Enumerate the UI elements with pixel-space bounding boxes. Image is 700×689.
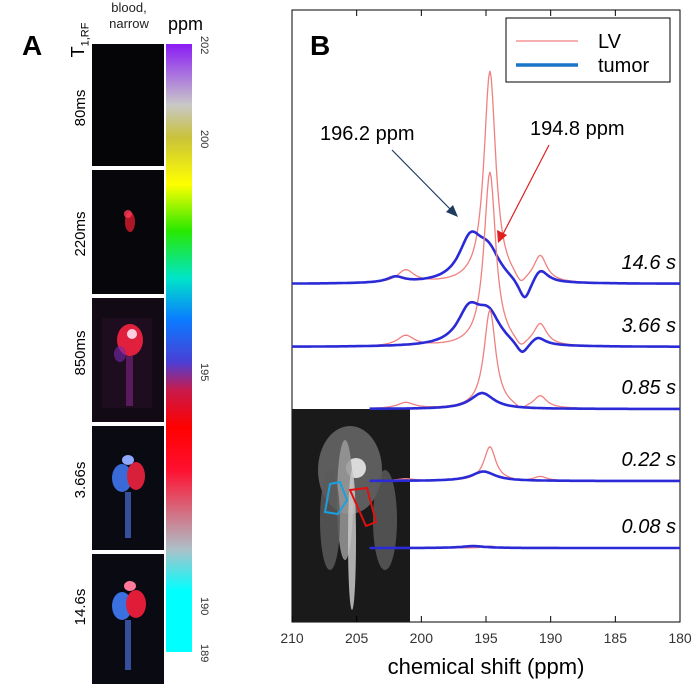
mri-tile-3-66s-image xyxy=(92,426,164,550)
trace-label-4: 0.08 s xyxy=(622,516,676,538)
panel-b-letter: B xyxy=(310,30,331,61)
mri-tile-80ms-image xyxy=(92,44,164,166)
tumor-trace-0 xyxy=(292,230,681,299)
annotation-194-8-ppm: 194.8 ppm xyxy=(530,118,625,140)
trace-label-0: 14.6 s xyxy=(622,252,676,274)
x-tick-label-190: 190 xyxy=(539,630,563,646)
x-tick-label-205: 205 xyxy=(345,630,369,646)
mri-tile-80ms xyxy=(92,44,164,166)
x-tick-label-210: 210 xyxy=(280,630,304,646)
plot-layer: 14.6 s 3.66 s 0.85 s 0.22 s 0.08 s 210 205 200 1… xyxy=(280,9,692,679)
legend-label-tumor: tumor xyxy=(598,55,649,77)
colorbar xyxy=(166,44,192,652)
arrow-196-2-head xyxy=(446,205,458,217)
legend-label-lv: LV xyxy=(598,31,622,53)
arrow-196-2-line xyxy=(391,149,453,212)
mri-tile-220ms xyxy=(92,170,164,294)
trace-label-2: 0.85 s xyxy=(622,377,676,399)
trace-label-3: 0.22 s xyxy=(622,449,676,471)
arrow-194-8-head xyxy=(497,230,507,243)
legend-box xyxy=(505,17,671,83)
panel-a-letter: A xyxy=(22,30,43,61)
colorbar-gradient xyxy=(166,44,192,652)
inset-mri-image xyxy=(292,409,410,622)
x-tick-label-195: 195 xyxy=(474,630,498,646)
mri-tile-3-66s xyxy=(92,426,164,550)
x-tick-label-180: 180 xyxy=(668,630,692,646)
annotation-196-2-ppm: 196.2 ppm xyxy=(320,123,415,145)
tumor-trace-3 xyxy=(369,470,681,483)
lv-roi xyxy=(348,486,378,528)
mri-tile-14-6s xyxy=(92,554,164,684)
mri-tile-14-6s-image xyxy=(92,554,164,684)
tumor-trace-2 xyxy=(369,391,680,411)
tumor-trace-4 xyxy=(369,544,680,550)
mri-tile-850ms xyxy=(92,298,164,422)
header-line-2: narrow xyxy=(109,16,149,31)
tumor-trace-1 xyxy=(292,300,680,354)
mri-tile-850ms-image xyxy=(92,298,164,422)
blood-narrow-header: blood, narrow xyxy=(96,0,162,32)
tumor-roi xyxy=(323,480,349,516)
x-tick-label-185: 185 xyxy=(604,630,628,646)
x-tick-label-200: 200 xyxy=(410,630,434,646)
mri-tile-220ms-image xyxy=(92,170,164,294)
header-line-1: blood, xyxy=(111,0,147,15)
trace-label-1: 3.66 s xyxy=(622,315,676,337)
ppm-label: ppm xyxy=(168,14,204,34)
arrow-194-8-line xyxy=(501,144,550,237)
x-axis-label: chemical shift (ppm) xyxy=(388,654,585,679)
